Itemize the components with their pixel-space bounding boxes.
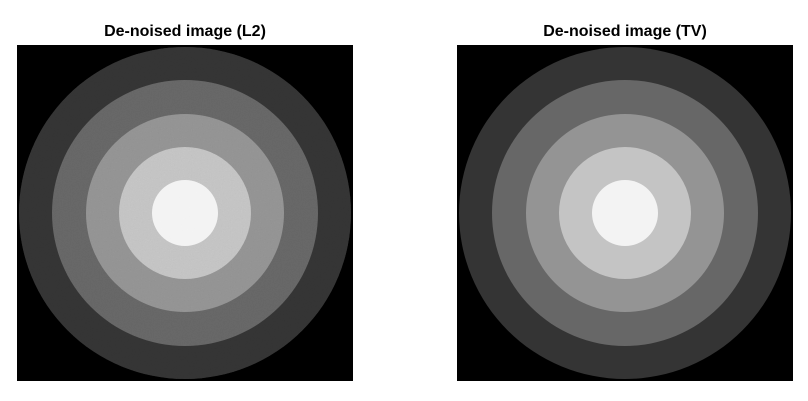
- denoised-image-tv: [457, 45, 793, 381]
- panel-title-l2: De-noised image (L2): [104, 23, 266, 40]
- denoised-image-l2: [17, 45, 353, 381]
- ring-5-center: [592, 180, 658, 246]
- panel-tv: De-noised image (TV): [457, 0, 793, 401]
- panel-title-tv: De-noised image (TV): [543, 23, 707, 40]
- panel-l2: De-noised image (L2): [17, 0, 353, 401]
- ring-5-center: [152, 180, 218, 246]
